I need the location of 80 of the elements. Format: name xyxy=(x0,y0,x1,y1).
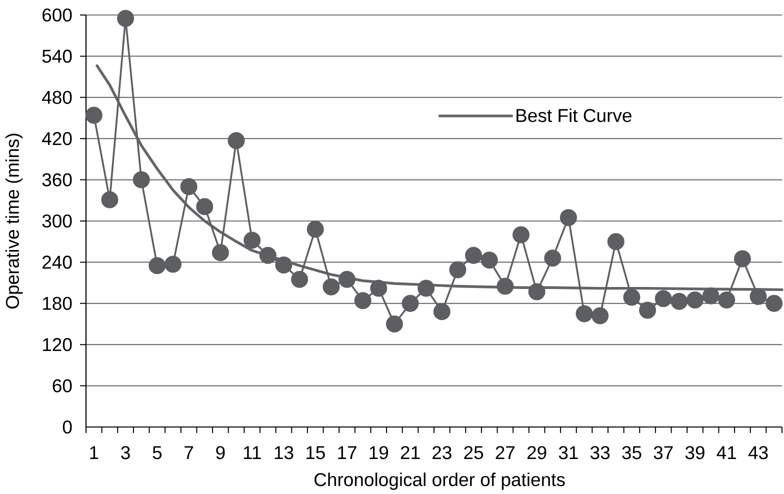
x-tick-label: 3 xyxy=(121,446,130,460)
point xyxy=(244,232,261,249)
point xyxy=(196,198,214,216)
x-tick-label: 29 xyxy=(527,446,546,460)
y-tick-label: 480 xyxy=(42,90,72,104)
x-tick-label: 43 xyxy=(748,446,768,460)
x-tick-label: 11 xyxy=(244,446,261,459)
y-tick-label: 540 xyxy=(42,50,72,63)
x-tick-label: 31 xyxy=(558,446,578,460)
point xyxy=(512,226,530,244)
point xyxy=(402,294,419,312)
point xyxy=(354,292,372,310)
point xyxy=(480,252,498,269)
point xyxy=(275,256,292,274)
y-tick-label: 360 xyxy=(42,173,72,186)
point xyxy=(465,246,482,264)
x-tick-label: 19 xyxy=(370,446,388,460)
point xyxy=(528,283,546,300)
point xyxy=(592,307,609,324)
y-tick-label: 0 xyxy=(62,420,72,434)
point xyxy=(259,246,276,264)
point xyxy=(85,106,102,124)
point xyxy=(576,305,593,322)
x-tick-label: 1 xyxy=(90,446,98,459)
point xyxy=(291,270,308,288)
point xyxy=(180,178,198,196)
x-tick-label: 7 xyxy=(184,446,194,459)
legend-label: Best Fit Curve xyxy=(516,108,632,122)
y-tick-label: 240 xyxy=(42,256,72,269)
point xyxy=(544,250,562,267)
y-tick-label: 120 xyxy=(43,338,72,352)
point xyxy=(132,171,150,188)
point xyxy=(101,191,118,208)
x-tick-label: 41 xyxy=(716,446,736,459)
x-tick-label: 15 xyxy=(306,446,325,460)
x-tick-label: 5 xyxy=(152,446,162,460)
x-tick-label: 13 xyxy=(274,446,294,460)
point xyxy=(670,292,688,310)
x-tick-label: 35 xyxy=(622,446,642,460)
point xyxy=(702,287,720,304)
y-tick-label: 600 xyxy=(42,8,72,22)
point xyxy=(338,270,356,288)
x-tick-label: 37 xyxy=(654,446,673,460)
point xyxy=(449,261,466,278)
point xyxy=(766,294,783,312)
x-tick-label: 9 xyxy=(216,446,225,460)
point xyxy=(734,250,751,268)
y-tick-label: 60 xyxy=(52,379,72,392)
point xyxy=(623,288,640,306)
point xyxy=(718,291,736,308)
y-axis-title: Operative time (mins) xyxy=(5,134,23,309)
x-tick-label: 23 xyxy=(432,446,452,460)
point xyxy=(418,280,435,297)
point xyxy=(607,233,624,250)
x-tick-label: 33 xyxy=(590,446,610,460)
point xyxy=(212,244,229,262)
point xyxy=(228,132,245,150)
point xyxy=(433,303,450,320)
x-tick-label: 25 xyxy=(464,446,484,460)
x-tick-label: 27 xyxy=(496,446,515,459)
x-tick-label: 17 xyxy=(338,446,356,459)
point xyxy=(750,288,767,306)
point xyxy=(654,290,672,308)
point xyxy=(322,278,340,296)
point xyxy=(496,278,514,295)
point xyxy=(560,209,577,226)
x-axis-title: Chronological order of patients xyxy=(314,472,565,490)
point xyxy=(686,291,704,308)
point xyxy=(117,10,134,27)
point xyxy=(370,280,388,297)
x-tick-label: 21 xyxy=(400,446,420,459)
point xyxy=(306,220,324,238)
y-tick-label: 300 xyxy=(42,214,72,228)
y-tick-label: 420 xyxy=(42,132,72,146)
point xyxy=(386,316,403,332)
x-tick-label: 39 xyxy=(685,446,704,460)
point xyxy=(639,302,656,319)
point xyxy=(164,256,182,273)
point xyxy=(148,257,166,274)
y-tick-label: 180 xyxy=(43,296,72,310)
